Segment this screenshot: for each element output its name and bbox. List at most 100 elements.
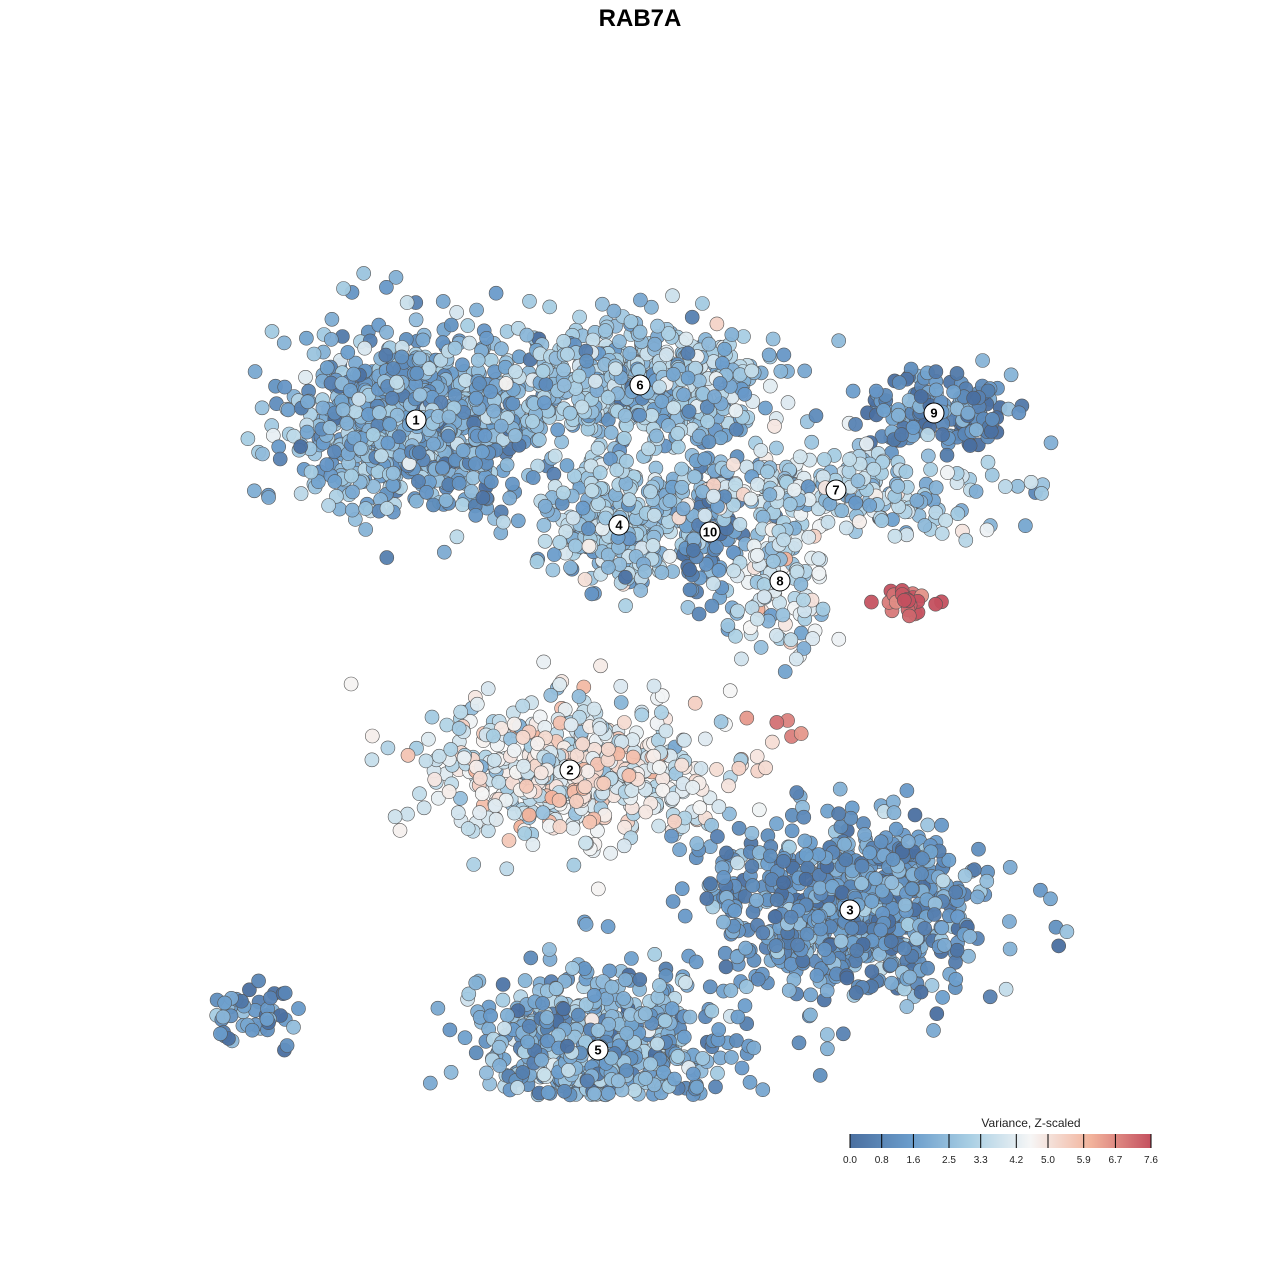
data-point <box>672 842 687 858</box>
data-point <box>750 547 765 563</box>
data-point <box>884 875 900 890</box>
data-point <box>637 564 653 579</box>
data-point <box>744 858 760 874</box>
data-point <box>623 314 639 329</box>
legend-tick-label: 7.6 <box>1144 1155 1158 1166</box>
data-point-high <box>575 736 590 752</box>
data-point-high <box>580 764 596 779</box>
data-point <box>710 829 725 844</box>
data-point <box>762 487 778 503</box>
data-point <box>418 753 434 769</box>
data-point <box>728 422 744 437</box>
data-point <box>838 852 854 868</box>
data-point <box>948 884 964 900</box>
data-point <box>622 346 638 361</box>
data-point <box>529 554 545 570</box>
data-point <box>415 332 431 348</box>
data-point <box>734 651 749 667</box>
data-point <box>1043 435 1059 451</box>
data-point <box>808 408 824 424</box>
data-point <box>693 761 709 776</box>
data-point <box>652 379 667 395</box>
data-point-high <box>769 715 785 730</box>
data-point <box>519 327 535 343</box>
data-point <box>680 600 696 615</box>
data-point <box>455 357 470 373</box>
data-point <box>783 909 799 925</box>
data-point <box>538 377 554 392</box>
legend-tick-label: 5.9 <box>1077 1155 1091 1166</box>
data-point <box>868 871 884 887</box>
data-point-high <box>596 776 612 791</box>
data-point-high <box>739 710 755 726</box>
data-point <box>724 1050 739 1065</box>
data-point <box>348 404 363 419</box>
data-point <box>803 1007 818 1023</box>
data-point <box>680 345 696 361</box>
data-point <box>728 628 743 644</box>
data-point <box>441 409 457 425</box>
data-point <box>928 480 944 496</box>
data-point <box>731 820 747 836</box>
data-point-high <box>600 741 616 757</box>
data-point <box>899 999 915 1014</box>
data-point <box>590 1023 606 1038</box>
data-point-high <box>552 819 568 834</box>
data-point <box>293 439 308 454</box>
data-point <box>412 350 428 366</box>
data-point <box>552 535 568 550</box>
data-point <box>565 510 581 526</box>
data-point <box>643 484 658 500</box>
data-point <box>479 1065 494 1081</box>
data-point <box>935 427 950 443</box>
cluster-label-marker <box>405 409 427 431</box>
data-point <box>572 309 587 325</box>
data-point <box>789 785 805 800</box>
data-point <box>755 1082 771 1097</box>
data-point <box>1010 478 1026 494</box>
data-point <box>624 951 639 966</box>
data-point <box>550 422 566 438</box>
cluster-label-text: 1 <box>412 413 419 428</box>
legend-tick-label: 5.0 <box>1041 1155 1055 1166</box>
data-point <box>797 833 813 849</box>
data-point <box>621 492 637 508</box>
data-point <box>743 491 759 507</box>
data-point <box>449 529 465 545</box>
data-point <box>336 281 351 296</box>
data-point <box>705 576 721 591</box>
data-point <box>603 451 618 467</box>
data-point <box>477 428 493 444</box>
cluster-label-6: 6 <box>629 374 651 396</box>
data-point <box>769 628 784 643</box>
data-point <box>439 717 455 733</box>
data-point <box>641 441 656 457</box>
data-point <box>716 914 731 930</box>
data-point <box>382 417 398 432</box>
cluster-label-text: 4 <box>615 518 623 533</box>
data-point <box>1018 518 1033 534</box>
data-point <box>940 465 955 480</box>
data-point <box>680 370 696 386</box>
data-point <box>1011 405 1027 421</box>
data-point <box>699 399 715 415</box>
data-point <box>982 989 998 1005</box>
data-point <box>767 418 782 434</box>
data-point <box>905 420 921 435</box>
data-point <box>960 405 976 421</box>
legend-tick-label: 0.8 <box>875 1155 889 1166</box>
data-point <box>845 383 861 399</box>
data-point <box>419 484 434 500</box>
data-point <box>357 340 373 356</box>
data-point <box>394 349 410 365</box>
data-point <box>984 411 1000 427</box>
data-point <box>353 441 368 456</box>
data-point <box>421 731 436 747</box>
data-point <box>358 501 374 516</box>
data-point <box>864 894 880 909</box>
cluster-label-7: 7 <box>825 479 847 501</box>
cluster-label-text: 2 <box>566 763 573 778</box>
data-point <box>322 420 338 435</box>
data-point <box>907 807 923 823</box>
data-point <box>812 880 828 896</box>
